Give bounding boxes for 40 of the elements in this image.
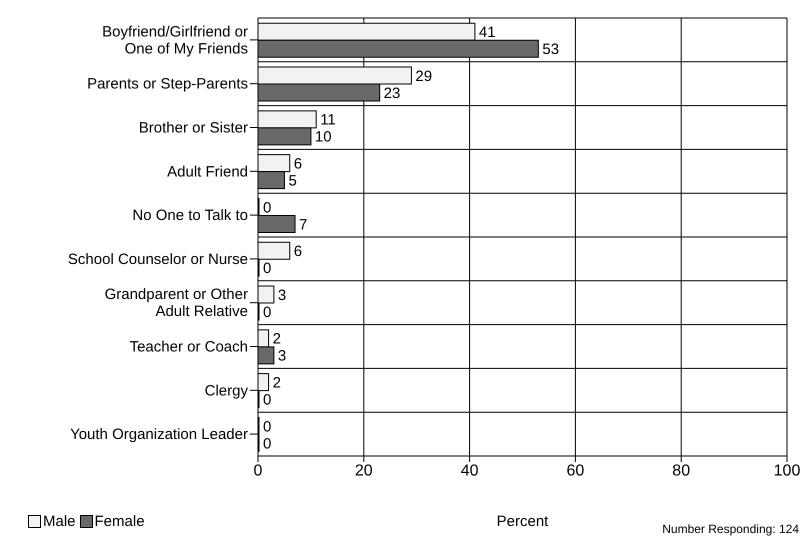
y-tick-label: No One to Talk to [132,206,248,224]
data-label: 7 [299,216,308,234]
data-label: 0 [263,199,272,216]
x-tick-label: 40 [460,462,479,480]
y-tick-label: Adult Friend [167,162,248,180]
y-tick-label: Parents or Step-Parents [87,75,248,92]
data-label: 29 [415,68,432,85]
data-label: 0 [263,260,272,278]
y-tick-label: School Counselor or Nurse [68,250,248,268]
x-tick-label: 100 [774,462,800,480]
x-tick-label: 80 [672,462,690,480]
data-label: 3 [278,348,286,365]
y-tick-label: Youth Organization Leader [70,426,248,443]
x-tick-label: 20 [354,462,373,480]
data-label: 10 [314,128,332,146]
data-label: 11 [320,112,336,129]
data-label: 6 [294,243,302,260]
data-label: 23 [384,84,400,102]
data-label: 0 [263,435,272,452]
y-tick-label: Grandparent or Other Adult Relative [104,286,248,320]
y-tick-label: Brother or Sister [138,119,248,136]
y-tick-label: Clergy [204,382,248,399]
x-tick-label: 0 [254,462,263,480]
data-label: 5 [288,172,297,190]
text: Number Responding: 124 [662,522,799,536]
legend-label: Female [94,513,145,530]
data-label: 0 [263,391,272,408]
legend-label: Male [43,513,76,530]
data-label: 2 [272,330,281,348]
data-label: 3 [278,286,286,304]
data-label: 2 [272,374,281,392]
x-tick-label: 60 [566,462,584,480]
x-axis-title: Percent [496,513,550,530]
data-label: 53 [542,41,560,58]
y-tick-label: Teacher or Coach [130,338,248,355]
data-label: 41 [478,24,496,42]
data-label: 6 [294,155,302,172]
data-label: 0 [263,304,272,321]
y-tick-label: Boyfriend/Girlfriend or One of My Friends [102,22,248,57]
data-label: 0 [263,418,272,436]
